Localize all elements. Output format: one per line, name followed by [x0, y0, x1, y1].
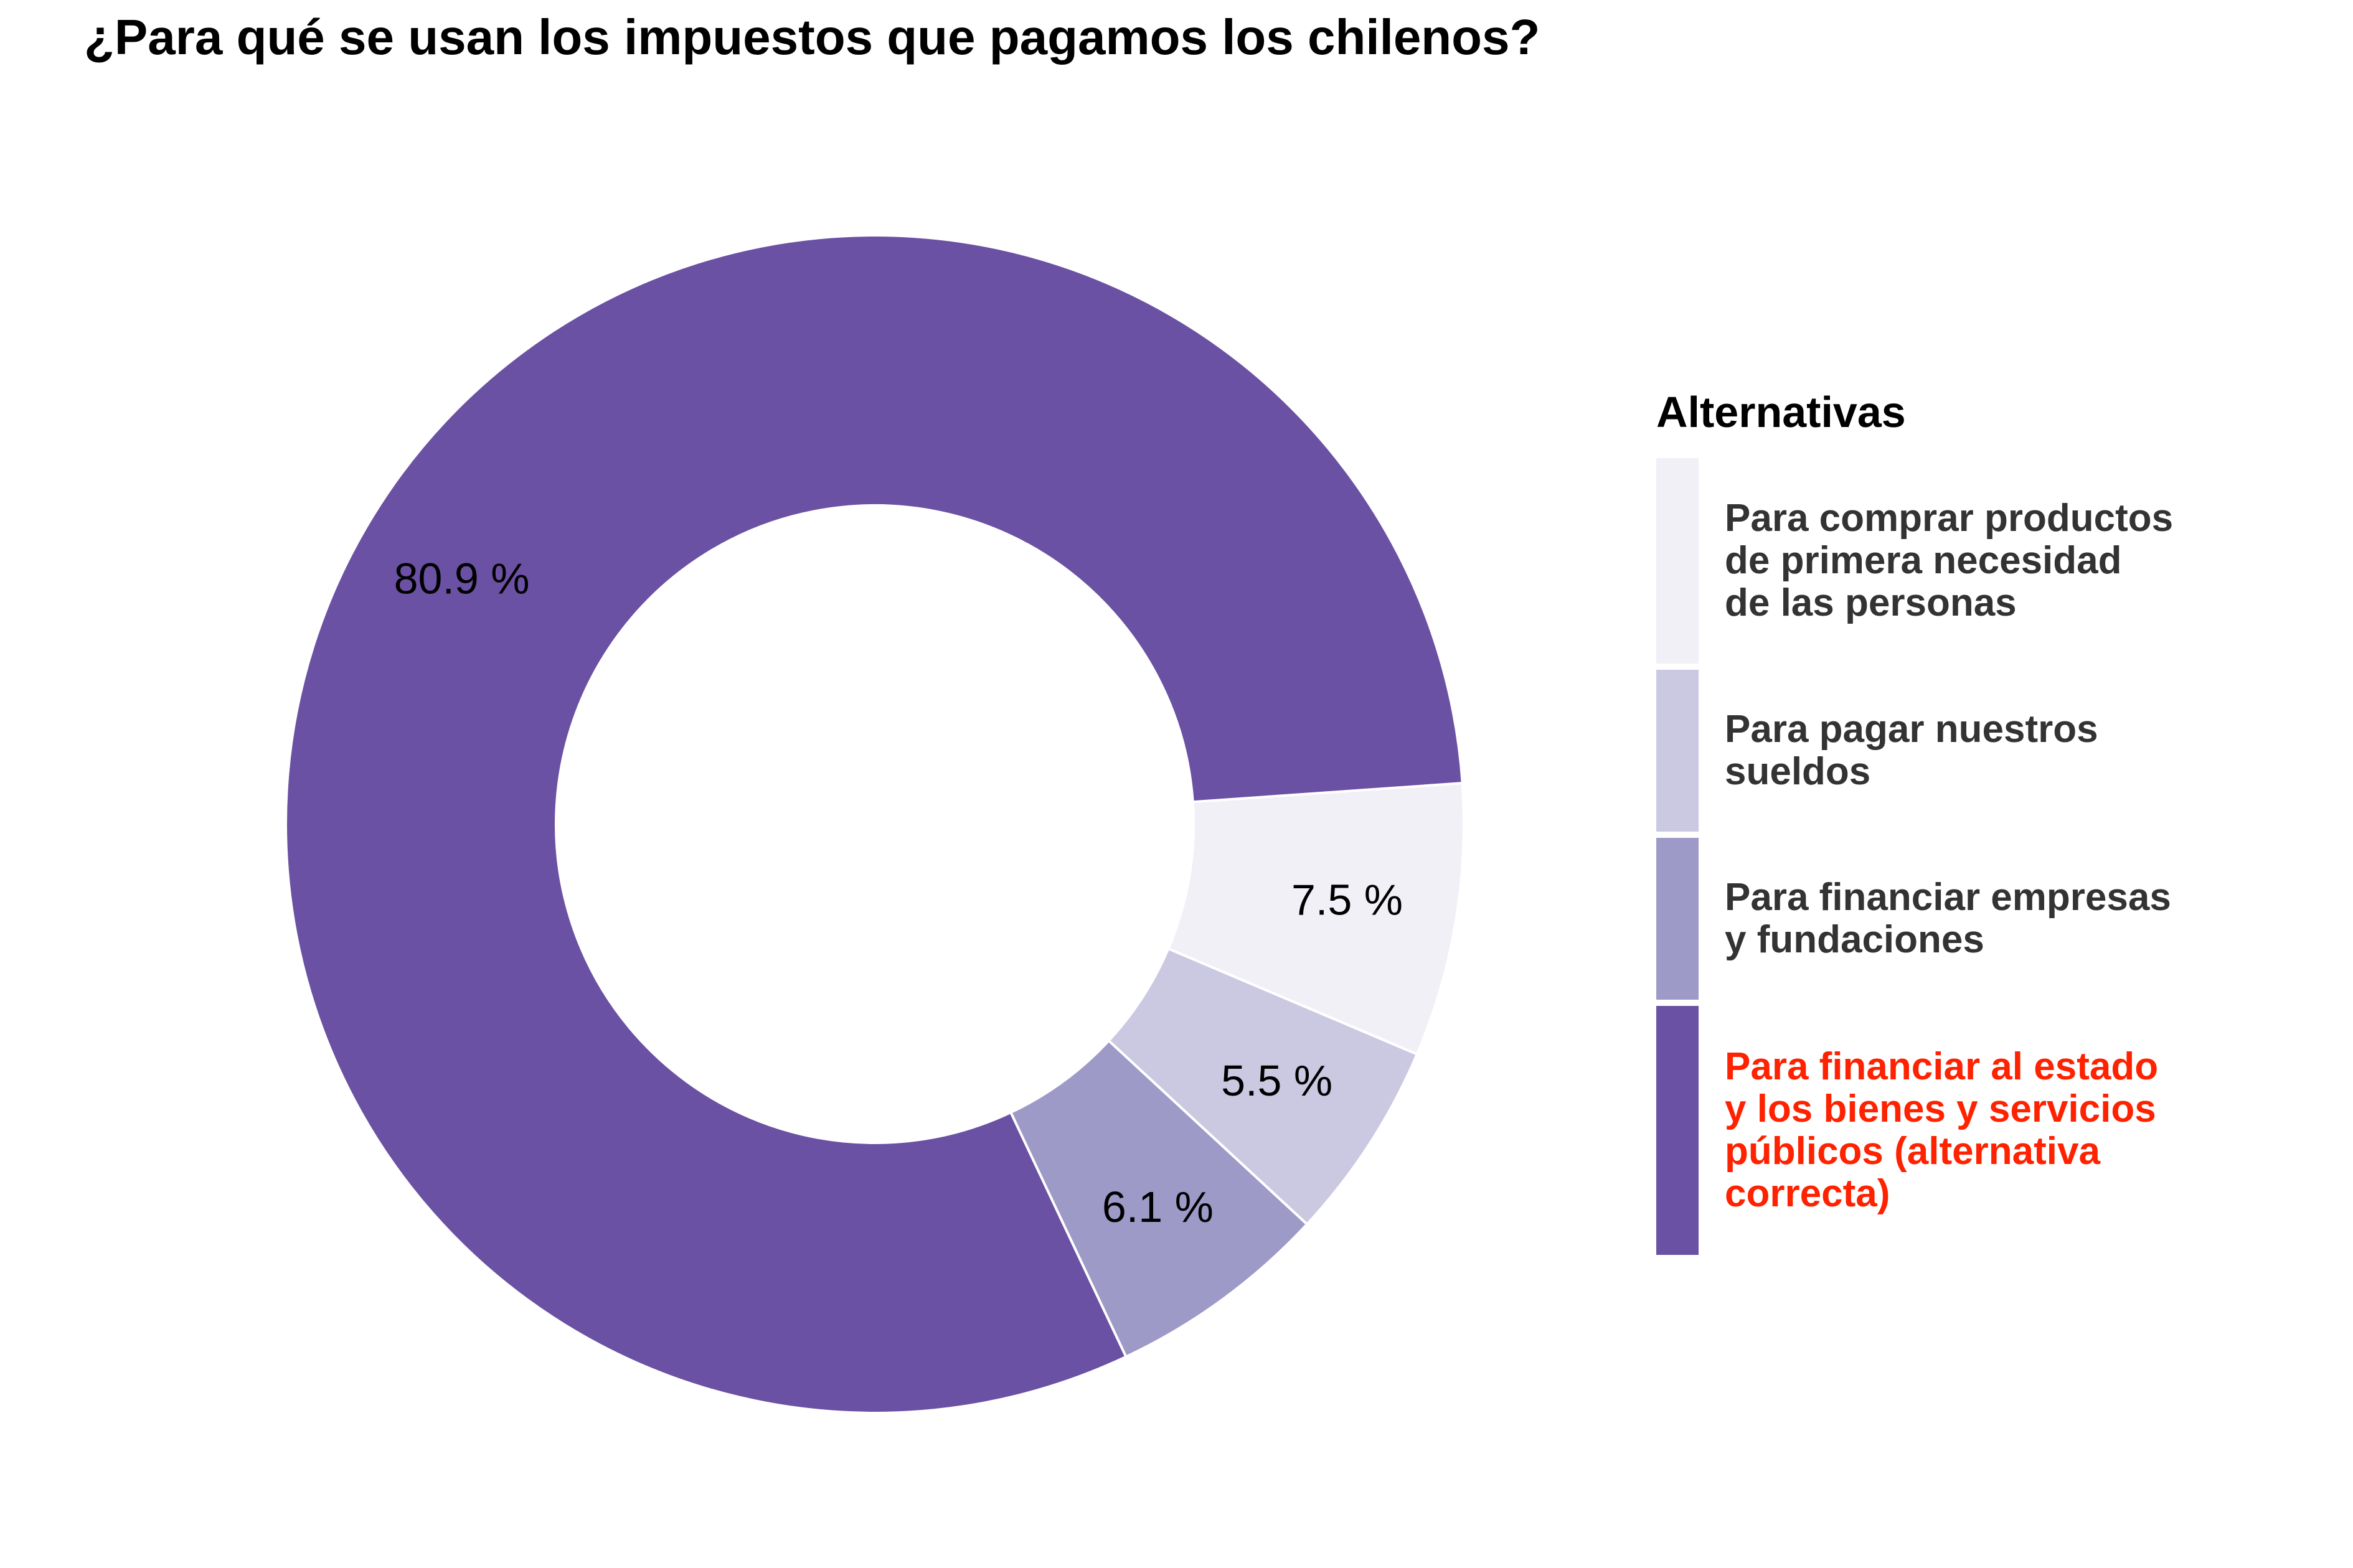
slice-label: 5.5 % — [1221, 1056, 1332, 1105]
legend-label: Para financiar al estado y los bienes y … — [1725, 1045, 2159, 1215]
legend-item: Para financiar al estado y los bienes y … — [1656, 1006, 2329, 1255]
slice-label: 7.5 % — [1291, 875, 1403, 924]
donut-slice — [285, 234, 1464, 1414]
legend-swatch — [1656, 1006, 1699, 1255]
legend-swatch — [1656, 838, 1699, 1000]
chart-title: ¿Para qué se usan los impuestos que paga… — [84, 9, 1540, 65]
legend-item: Para pagar nuestros sueldos — [1656, 670, 2329, 832]
legend-label: Para comprar productos de primera necesi… — [1725, 497, 2174, 624]
legend-label: Para financiar empresas y fundaciones — [1725, 876, 2171, 961]
donut-slices — [285, 234, 1465, 1414]
slice-labels: 7.5 % 5.5 % 6.1 % 80.9 % — [394, 555, 1403, 1231]
legend-swatch — [1656, 458, 1699, 664]
slice-label: 6.1 % — [1102, 1183, 1214, 1231]
donut-slice — [1166, 781, 1465, 1056]
legend-label: Para pagar nuestros sueldos — [1725, 708, 2098, 793]
legend-item: Para comprar productos de primera necesi… — [1656, 458, 2329, 664]
slice-label: 80.9 % — [394, 555, 530, 603]
legend-items: Para comprar productos de primera necesi… — [1656, 458, 2329, 1255]
legend-swatch — [1656, 670, 1699, 832]
legend-title: Alternativas — [1656, 388, 1906, 436]
legend: Alternativas Para comprar productos de p… — [1656, 386, 2329, 1261]
legend-item: Para financiar empresas y fundaciones — [1656, 838, 2329, 1000]
